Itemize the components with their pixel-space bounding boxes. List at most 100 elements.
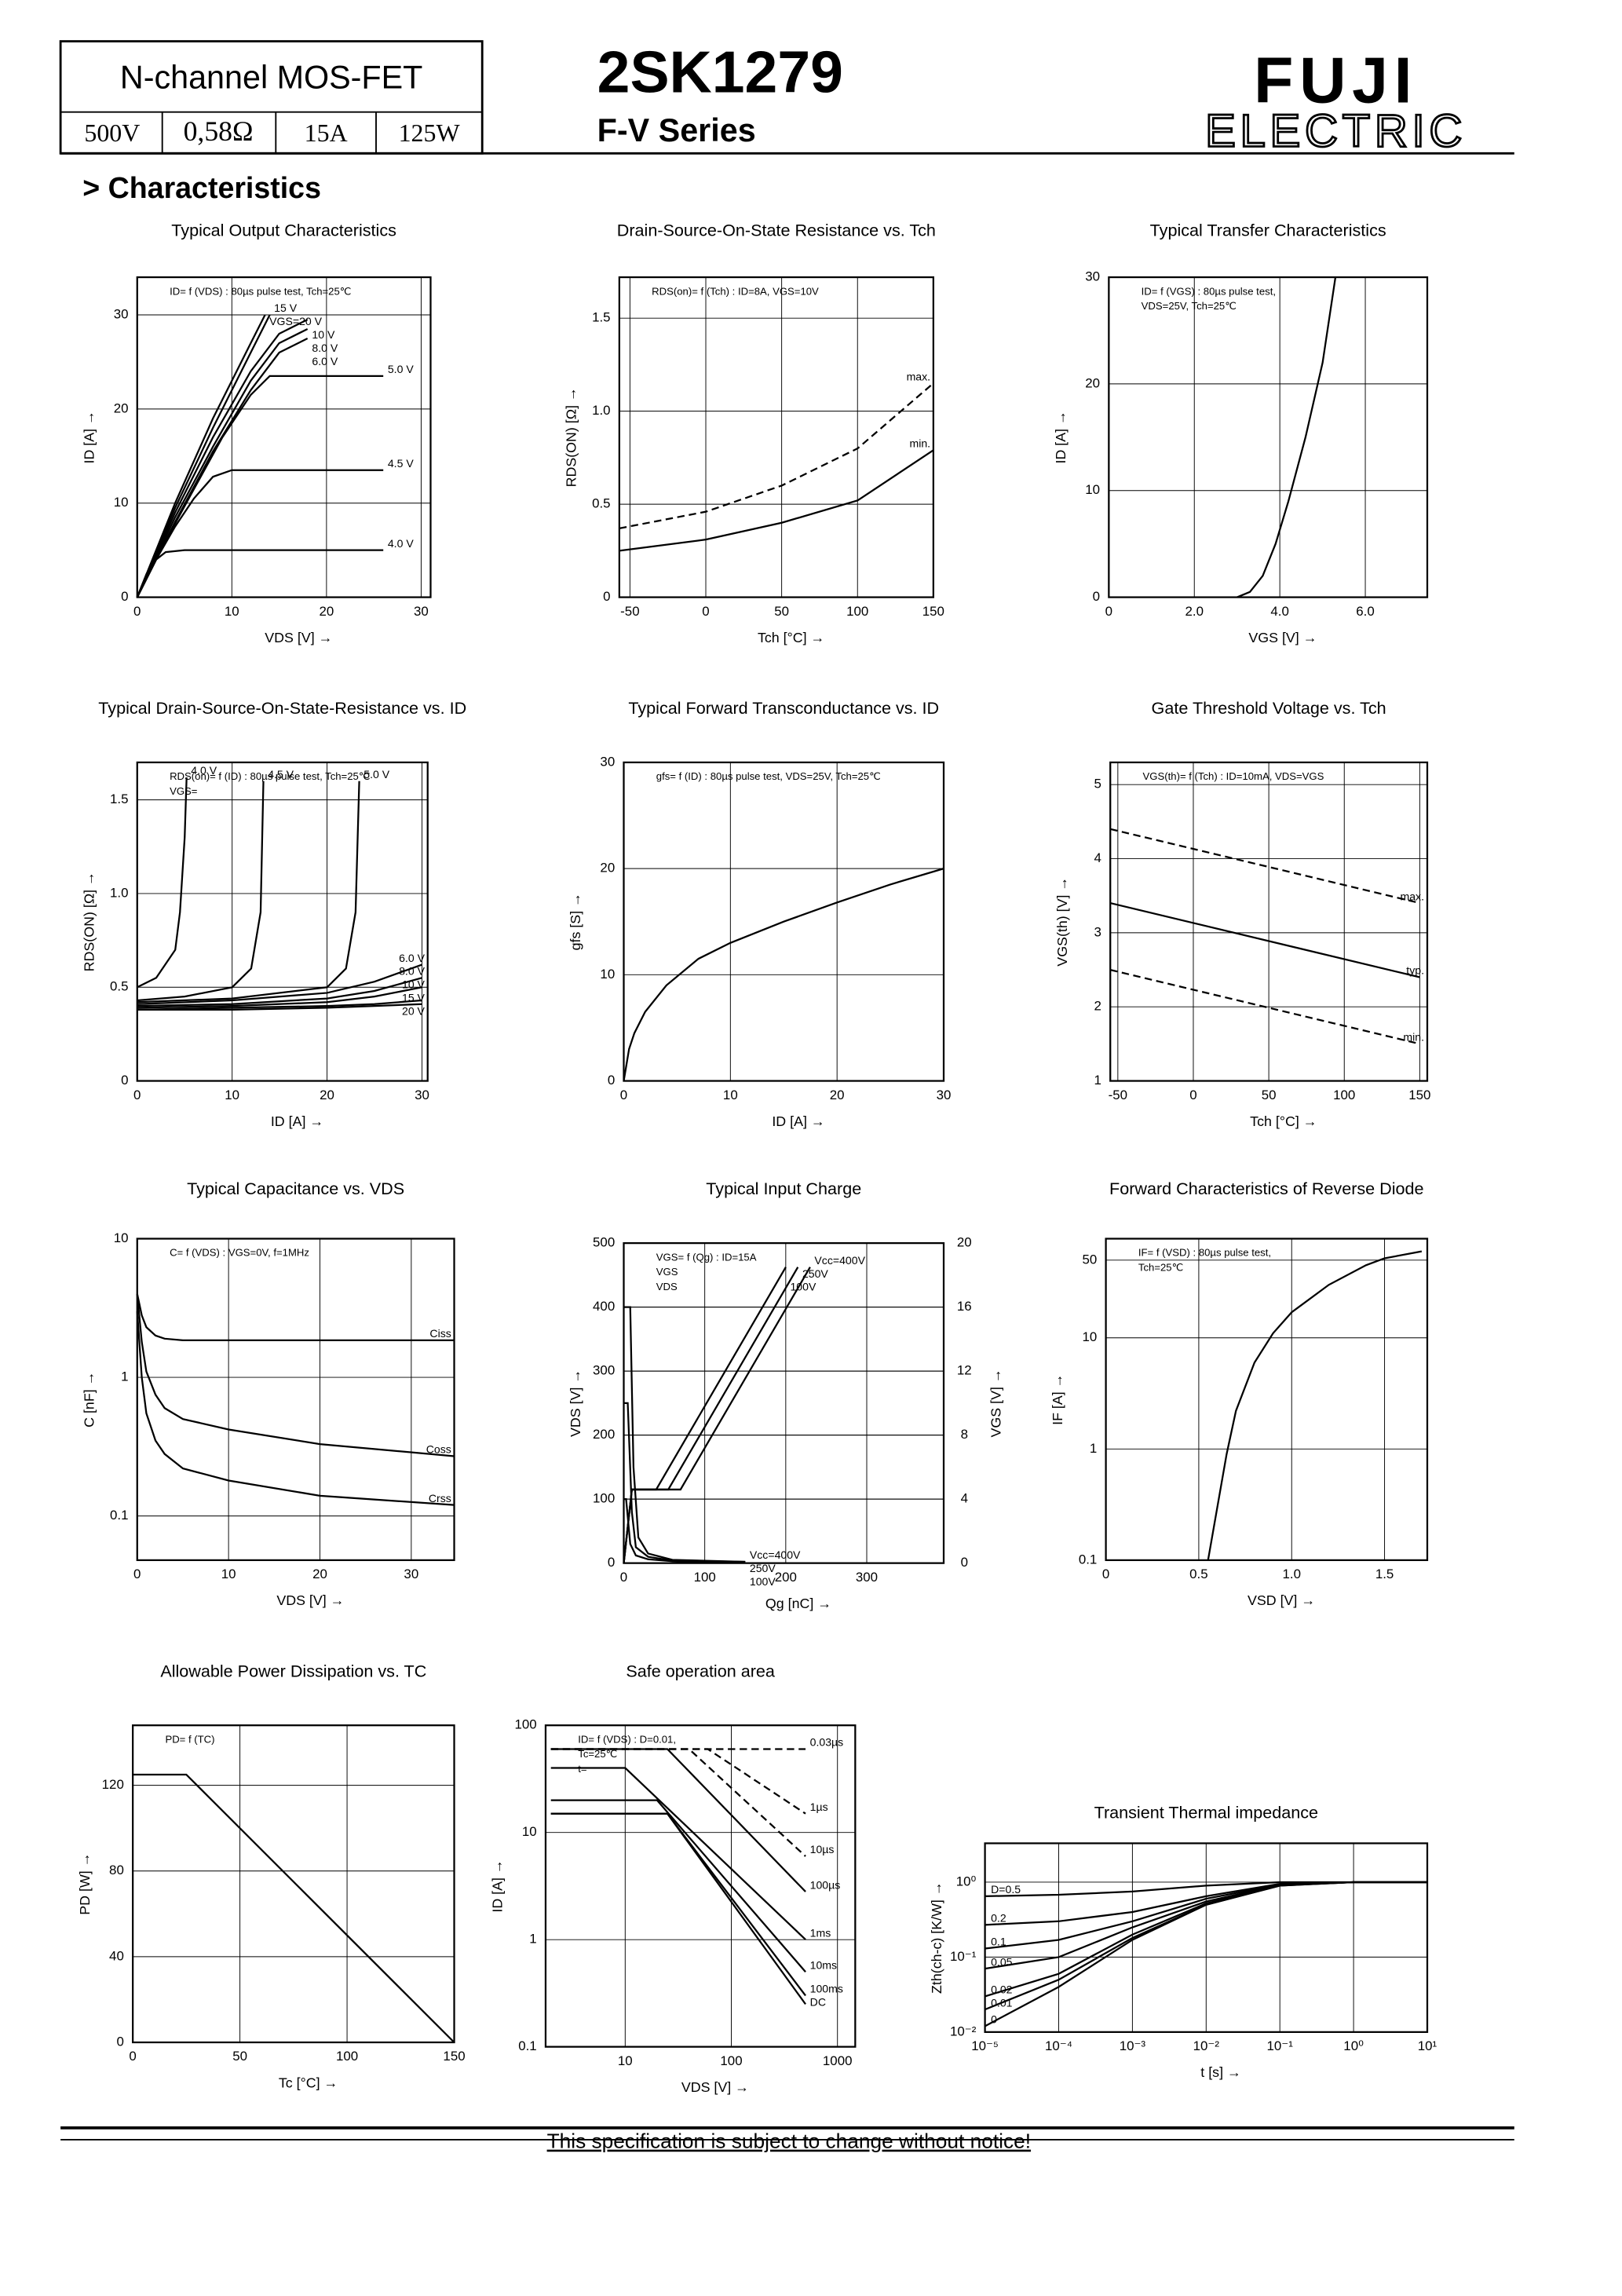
- y2-tick-label: 4: [961, 1491, 968, 1506]
- chart-title: Typical Output Characteristics: [171, 221, 396, 240]
- x-tick-label: 200: [775, 1570, 797, 1585]
- chart: Typical Output Characteristics 0 10 20 30 0 10…: [81, 221, 432, 645]
- chart: Typical Capacitance vs. VDS 0 10 20 30 0.1 1 10…: [81, 1179, 455, 1608]
- y-tick-label: 10: [1085, 482, 1100, 497]
- x-tick-label: 0: [133, 1088, 141, 1102]
- plot-frame: [618, 276, 934, 598]
- series-name: F-V Series: [597, 112, 756, 148]
- series-label: VGS=20 V: [269, 315, 323, 327]
- x-tick-label: 0: [1105, 604, 1112, 619]
- chart-title: Transient Thermal impedance: [1094, 1803, 1318, 1823]
- annotation: RDS(on)= f (Tch) : ID=8A, VGS=10V: [652, 285, 819, 297]
- chart: Allowable Power Dissipation vs. TC 0 50 100…: [77, 1661, 466, 2090]
- x-axis-label: VDS [V] →: [681, 2079, 749, 2095]
- series-label: 10 V: [312, 328, 335, 341]
- y-axis-label: RDS(ON) [Ω] →: [81, 872, 97, 971]
- y-tick-label: 1.0: [110, 885, 128, 900]
- series-label: 10µs: [810, 1843, 835, 1855]
- series-line: [137, 999, 422, 1011]
- chart-title: Safe operation area: [626, 1661, 775, 1680]
- annotation: VGS= f (Qg) : ID=15A: [656, 1251, 757, 1263]
- series-label: 4.5 V: [388, 457, 414, 470]
- x-tick-label: 50: [774, 604, 789, 619]
- x-tick-label: 0: [702, 604, 709, 619]
- series-label: 4.0 V: [191, 764, 217, 777]
- series-label: D=0.5: [991, 1883, 1021, 1896]
- series-label: 100ms: [810, 1983, 843, 1995]
- chart-title: Allowable Power Dissipation vs. TC: [160, 1661, 426, 1680]
- series-label: 6.0 V: [399, 952, 425, 964]
- x-tick-label: 10¹: [1418, 2038, 1438, 2053]
- y2-tick-label: 0: [961, 1555, 968, 1570]
- annotation: gfs= f (ID) : 80µs pulse test, VDS=25V, …: [656, 770, 881, 782]
- x-tick-label: 0.5: [1189, 1567, 1207, 1581]
- series-label: 100V: [750, 1575, 776, 1588]
- x-tick-label: -50: [1109, 1088, 1127, 1102]
- y-tick-label: 40: [109, 1948, 124, 1963]
- series-line: [137, 977, 422, 1007]
- plot-frame: [1108, 276, 1429, 598]
- x-axis-label: ID [A] →: [271, 1113, 323, 1129]
- y-tick-label: 10: [1083, 1329, 1098, 1344]
- x-tick-label: 0: [129, 2049, 136, 2064]
- y2-tick-label: 12: [957, 1363, 972, 1378]
- series-line: [136, 327, 309, 598]
- y-tick-label: 120: [102, 1777, 124, 1792]
- annotation: PD= f (TC): [165, 1733, 214, 1745]
- x-tick-label: 30: [414, 604, 429, 619]
- y-tick-label: 0.1: [518, 2038, 536, 2053]
- series-label: 0.05: [991, 1955, 1013, 1968]
- x-tick-label: 10: [221, 1567, 236, 1581]
- annotation: RDS(on)= f (ID) : 80µs pulse test, Tch=2…: [170, 770, 370, 782]
- x-tick-label: 30: [404, 1567, 418, 1581]
- series-label: Ciss: [429, 1327, 451, 1340]
- chart: Gate Threshold Voltage vs. Tch -50 0 50 100 1…: [1054, 698, 1431, 1129]
- series-label: 0.1: [991, 1936, 1006, 1948]
- series-label: 4.0 V: [388, 537, 414, 550]
- annotation: Tc=25℃: [578, 1748, 617, 1760]
- y2-axis-label: VGS [V] →: [988, 1369, 1003, 1437]
- x-axis-label: VDS [V] →: [276, 1592, 344, 1608]
- annotation: ID= f (VGS) : 80µs pulse test,: [1142, 285, 1276, 297]
- series-label: Vcc=400V: [814, 1254, 865, 1267]
- y-tick-label: 400: [593, 1299, 615, 1314]
- x-tick-label: 20: [312, 1567, 327, 1581]
- chart: Typical Transfer Characteristics 0 2.0 4.0 6…: [1053, 221, 1429, 645]
- series-line: [136, 1311, 455, 1506]
- x-tick-label: 100: [720, 2053, 742, 2068]
- y-tick-label: 50: [1083, 1252, 1098, 1267]
- series-line: [550, 1812, 806, 2005]
- x-tick-label: 4.0: [1270, 604, 1288, 619]
- y2-tick-label: 16: [957, 1299, 972, 1314]
- series-line: [137, 781, 265, 1002]
- y-tick-label: 0: [116, 2034, 123, 2049]
- spec: 500V: [84, 119, 140, 147]
- series-label: 15 V: [274, 302, 298, 314]
- series-label: 0.02: [991, 1983, 1013, 1996]
- y-tick-label: 0.1: [110, 1508, 128, 1523]
- annotation: ID= f (VDS) : D=0.01,: [578, 1733, 676, 1745]
- y-tick-label: 0: [608, 1555, 615, 1570]
- x-axis-label: Tc [°C] →: [279, 2075, 338, 2090]
- x-tick-label: 50: [232, 2049, 247, 2064]
- annotation: IF= f (VSD) : 80µs pulse test,: [1138, 1247, 1271, 1259]
- series-label: 1ms: [810, 1926, 831, 1939]
- y-axis-label: C [nF] →: [81, 1372, 97, 1428]
- x-tick-label: 0: [1102, 1567, 1109, 1581]
- x-axis-label: Qg [nC] →: [765, 1596, 831, 1611]
- y-tick-label: 0: [1093, 589, 1100, 604]
- annotation: VGS(th)= f (Tch) : ID=10mA, VDS=VGS: [1143, 770, 1324, 782]
- x-tick-label: 100: [846, 604, 868, 619]
- series-label: 15 V: [402, 992, 426, 1004]
- x-tick-label: 0: [620, 1570, 627, 1585]
- series-line: [619, 449, 934, 552]
- series-label: 0.03µs: [810, 1736, 844, 1749]
- series-label: 0.01: [991, 1996, 1013, 2009]
- chart-title: Typical Input Charge: [706, 1179, 861, 1198]
- series-label: 250V: [802, 1267, 828, 1280]
- logo: FUJI: [1254, 44, 1418, 117]
- x-tick-label: 2.0: [1185, 604, 1204, 619]
- header: [59, 40, 1514, 155]
